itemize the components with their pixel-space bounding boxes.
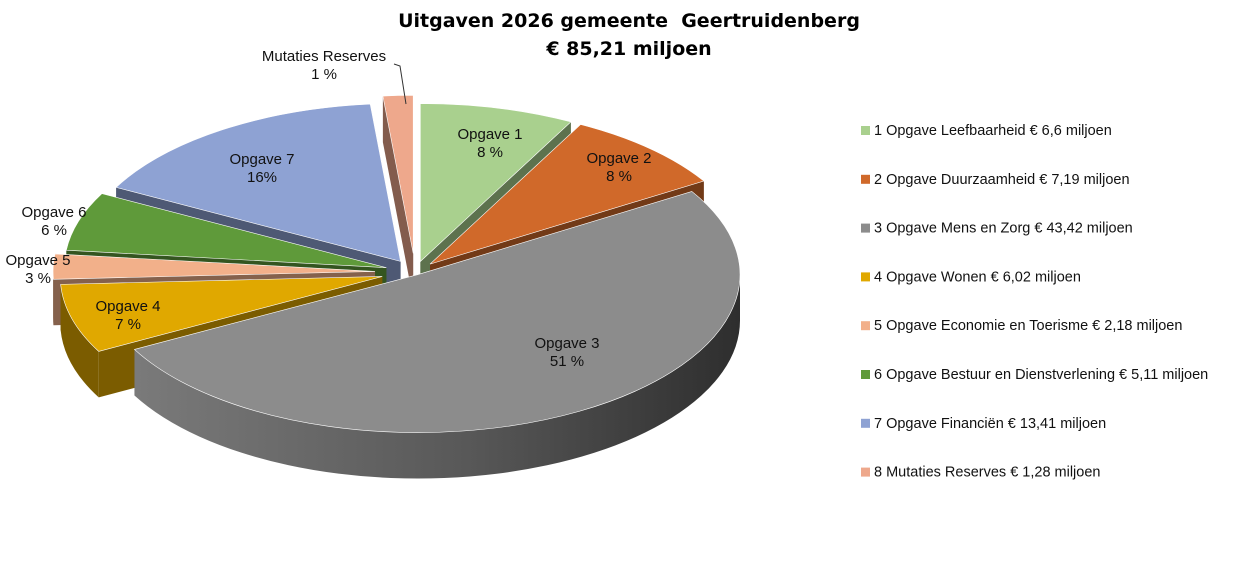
legend-item-2: 2 Opgave Duurzaamheid € 7,19 miljoen (861, 172, 1130, 188)
pie-tops (52, 95, 741, 433)
legend-swatch (861, 467, 870, 477)
slice-pct-label-7: 16% (247, 169, 277, 186)
legend-swatch (861, 126, 870, 135)
legend-swatch (861, 174, 870, 184)
slice-label-4: Opgave 4 (95, 298, 160, 315)
slice-top-8 (382, 95, 414, 254)
legend-item-1: 1 Opgave Leefbaarheid € 6,6 miljoen (861, 123, 1112, 139)
slice-top-7 (115, 103, 401, 262)
legend-swatch (861, 370, 870, 379)
slice-label-8: Mutaties Reserves (262, 48, 386, 65)
slice-top-5 (52, 253, 376, 280)
slice-label-3: Opgave 3 (534, 335, 599, 352)
slice-pct-label-1: 8 % (477, 144, 503, 161)
slice-pct-label-5: 3 % (25, 270, 51, 287)
pie-leaders (393, 63, 407, 105)
legend-label: 8 Mutaties Reserves € 1,28 miljoen (874, 465, 1100, 481)
slice-pct-label-2: 8 % (606, 168, 632, 185)
legend-swatch (861, 272, 870, 282)
slice-pct-label-4: 7 % (115, 316, 141, 333)
slice-top-6 (65, 193, 387, 268)
legend-item-5: 5 Opgave Economie en Toerisme € 2,18 mil… (861, 318, 1182, 334)
legend-label: 1 Opgave Leefbaarheid € 6,6 miljoen (874, 123, 1112, 139)
slice-label-6: Opgave 6 (21, 204, 86, 221)
legend-label: 6 Opgave Bestuur en Dienstverlening € 5,… (874, 367, 1208, 383)
legend-label: 2 Opgave Duurzaamheid € 7,19 miljoen (874, 172, 1130, 188)
legend-swatch (861, 418, 870, 428)
legend-item-8: 8 Mutaties Reserves € 1,28 miljoen (861, 465, 1100, 481)
legend-label: 5 Opgave Economie en Toerisme € 2,18 mil… (874, 318, 1182, 334)
slice-pct-label-3: 51 % (550, 353, 584, 370)
slice-top-4 (60, 276, 383, 352)
leader-line-mutaties (393, 63, 407, 105)
slice-pct-label-6: 6 % (41, 222, 67, 239)
pie-labels: Opgave 18 % Opgave 28 %Opgave 351 %Opgave… (5, 48, 651, 370)
slice-pct-label-8: 1 % (311, 66, 337, 83)
legend-item-3: 3 Opgave Mens en Zorg € 43,42 miljoen (861, 221, 1133, 237)
slice-label-2: Opgave 2 (586, 150, 651, 167)
legend-swatch (861, 321, 870, 331)
chart-subtitle: € 85,21 miljoen (545, 38, 711, 60)
slice-label-7: Opgave 7 (229, 151, 294, 168)
slice-top-3 (133, 191, 741, 433)
slice-top-1 (420, 103, 572, 263)
slice-top-2 (429, 124, 705, 265)
slice-side-8 (382, 96, 414, 300)
legend-label: 7 Opgave Financiën € 13,41 miljoen (874, 416, 1106, 432)
slice-label-1: Opgave 1 (457, 126, 522, 143)
legend-item-4: 4 Opgave Wonen € 6,02 miljoen (861, 269, 1081, 285)
legend-label: 3 Opgave Mens en Zorg € 43,42 miljoen (874, 221, 1133, 237)
legend-item-7: 7 Opgave Financiën € 13,41 miljoen (861, 416, 1106, 432)
legend-swatch (861, 223, 870, 233)
legend-label: 4 Opgave Wonen € 6,02 miljoen (874, 269, 1081, 285)
chart-title: Uitgaven 2026 gemeente Geertruidenberg (398, 10, 860, 32)
legend: 1 Opgave Leefbaarheid € 6,6 miljoen 2 Opg… (861, 123, 1208, 481)
legend-item-6: 6 Opgave Bestuur en Dienstverlening € 5,… (861, 367, 1208, 383)
slice-label-5: Opgave 5 (5, 252, 70, 269)
